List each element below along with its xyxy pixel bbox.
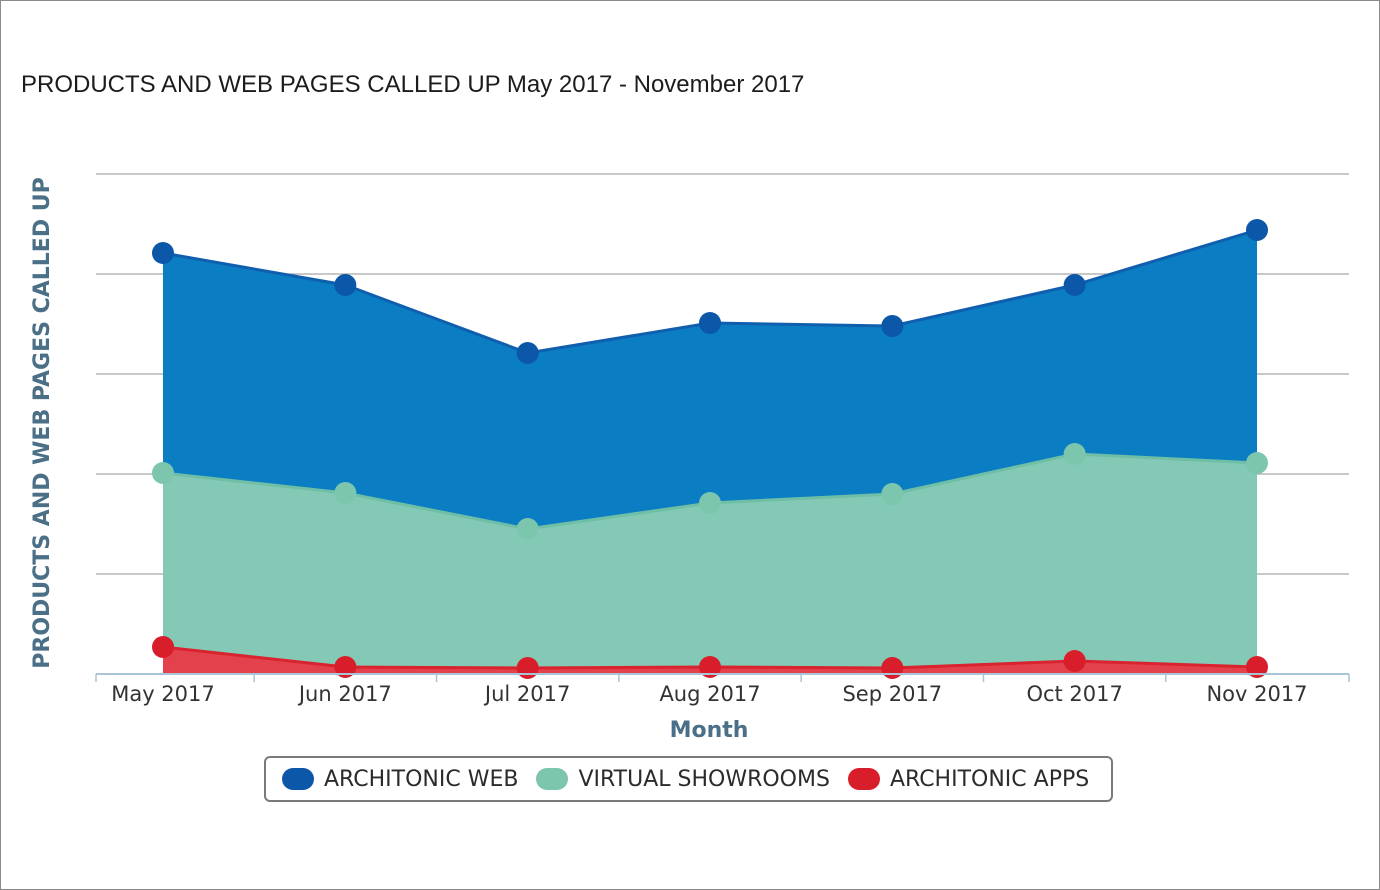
x-axis: May 2017 Jun 2017 Jul 2017 Aug 2017 Sep 2017… [95,673,1350,706]
point-virtual-showrooms [699,492,721,514]
legend-swatch-virtual-showrooms [536,768,569,790]
x-tick-label: Jul 2017 [483,682,570,706]
chart-title: PRODUCTS AND WEB PAGES CALLED UP May 201… [21,71,805,98]
point-virtual-showrooms [516,518,539,540]
point-architonic-web [881,315,904,337]
point-architonic-web [1246,219,1268,241]
area-virtual-showrooms [163,454,1257,668]
area-architonic-apps [163,647,1257,674]
point-architonic-web [152,242,174,264]
x-tick-label: Oct 2017 [1026,682,1122,706]
data-points [152,219,1268,679]
x-tick-label: Nov 2017 [1206,682,1307,706]
point-architonic-apps [1246,656,1268,678]
legend-label: VIRTUAL SHOWROOMS [578,766,830,792]
point-architonic-apps [699,656,721,678]
legend-item-architonic-apps[interactable]: ARCHITONIC APPS [847,766,1090,792]
x-tick-label: Jun 2017 [297,682,392,706]
point-architonic-apps [881,657,904,679]
area-series [162,228,1258,674]
legend-label: ARCHITONIC APPS [889,766,1090,792]
point-architonic-apps [516,657,539,679]
point-architonic-web [334,274,357,296]
point-architonic-apps [1063,650,1086,672]
legend: ARCHITONIC WEB VIRTUAL SHOWROOMS ARCHITO… [264,756,1113,802]
x-axis-title: Month [670,718,749,743]
x-tick-label: Sep 2017 [842,682,942,706]
point-virtual-showrooms [1246,452,1268,474]
x-tick-label: May 2017 [111,682,215,706]
point-architonic-apps [334,656,357,678]
point-virtual-showrooms [881,483,904,505]
legend-item-virtual-showrooms[interactable]: VIRTUAL SHOWROOMS [536,767,830,792]
legend-item-architonic-web[interactable]: ARCHITONIC WEB [282,767,518,792]
point-virtual-showrooms [334,482,357,504]
point-virtual-showrooms [1063,443,1086,465]
point-architonic-apps [152,636,174,658]
legend-swatch-architonic-apps [847,768,880,790]
x-tick-label: Aug 2017 [659,682,760,706]
legend-label: ARCHITONIC WEB [324,766,519,792]
point-architonic-web [516,342,539,364]
point-architonic-web [1063,274,1086,296]
point-virtual-showrooms [152,462,174,484]
area-architonic-web [163,230,1257,529]
point-architonic-web [699,312,721,334]
legend-swatch-architonic-web [282,768,314,790]
y-axis-title: PRODUCTS AND WEB PAGES CALLED UP [30,177,55,669]
